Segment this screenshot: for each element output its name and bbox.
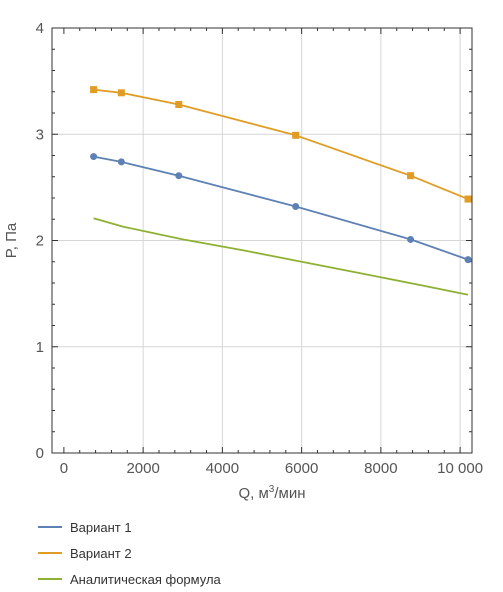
y-tick-label-0: 0 — [36, 445, 44, 462]
series-line-1 — [93, 155, 469, 261]
series-2-point-0 — [90, 86, 98, 94]
series-2-point-4 — [407, 172, 415, 180]
series-2-point-2 — [175, 101, 183, 108]
x-axis-title-sup: 3 — [269, 484, 275, 495]
series-1-point-2 — [175, 172, 183, 180]
series-1-point-4 — [407, 235, 415, 243]
x-axis-title: Q, м3/мин — [238, 484, 305, 502]
x-tick-label-4: 8000 — [364, 460, 397, 477]
x-tick-label-2: 4000 — [206, 460, 239, 477]
series-2-point-1 — [117, 89, 125, 97]
legend-swatch-series-2 — [38, 552, 62, 554]
ticks: 0 2000 4000 6000 8000 10 000 0 1 2 3 4 — [36, 20, 483, 477]
x-tick-label-1: 2000 — [126, 460, 159, 477]
x-tick-label-5: 10 000 — [437, 460, 483, 477]
series-1-point-1 — [117, 158, 125, 166]
series-layer — [90, 86, 472, 296]
x-tick-label-0: 0 — [60, 460, 68, 477]
series-1-point-0 — [90, 153, 98, 161]
y-tick-label-1: 1 — [36, 339, 44, 356]
y-tick-label-2: 2 — [36, 233, 44, 250]
y-tick-label-4: 4 — [36, 20, 44, 37]
legend-item-series-2: Вариант 2 — [38, 540, 221, 566]
series-line-2 — [93, 88, 469, 200]
legend-item-series-1: Вариант 1 — [38, 514, 221, 540]
series-2-point-3 — [292, 131, 300, 139]
legend: Вариант 1 Вариант 2 Аналитическая формул… — [38, 514, 221, 592]
legend-label-series-1: Вариант 1 — [70, 519, 132, 535]
series-1-point-3 — [292, 203, 300, 210]
legend-label-series-2: Вариант 2 — [70, 545, 132, 561]
legend-label-series-3: Аналитическая формула — [70, 571, 221, 587]
x-axis-title-tail: /мин — [274, 485, 305, 502]
x-tick-label-3: 6000 — [285, 460, 318, 477]
series-1-point-5 — [464, 256, 472, 264]
series-line-3 — [93, 217, 469, 296]
legend-swatch-series-1 — [38, 526, 62, 528]
series-2-point-5 — [464, 195, 472, 203]
y-axis-title: P, Па — [3, 222, 20, 258]
y-tick-label-3: 3 — [36, 126, 44, 143]
legend-item-series-3: Аналитическая формула — [38, 566, 221, 592]
legend-swatch-series-3 — [38, 578, 62, 580]
x-axis-title-main: Q, м — [238, 485, 268, 502]
